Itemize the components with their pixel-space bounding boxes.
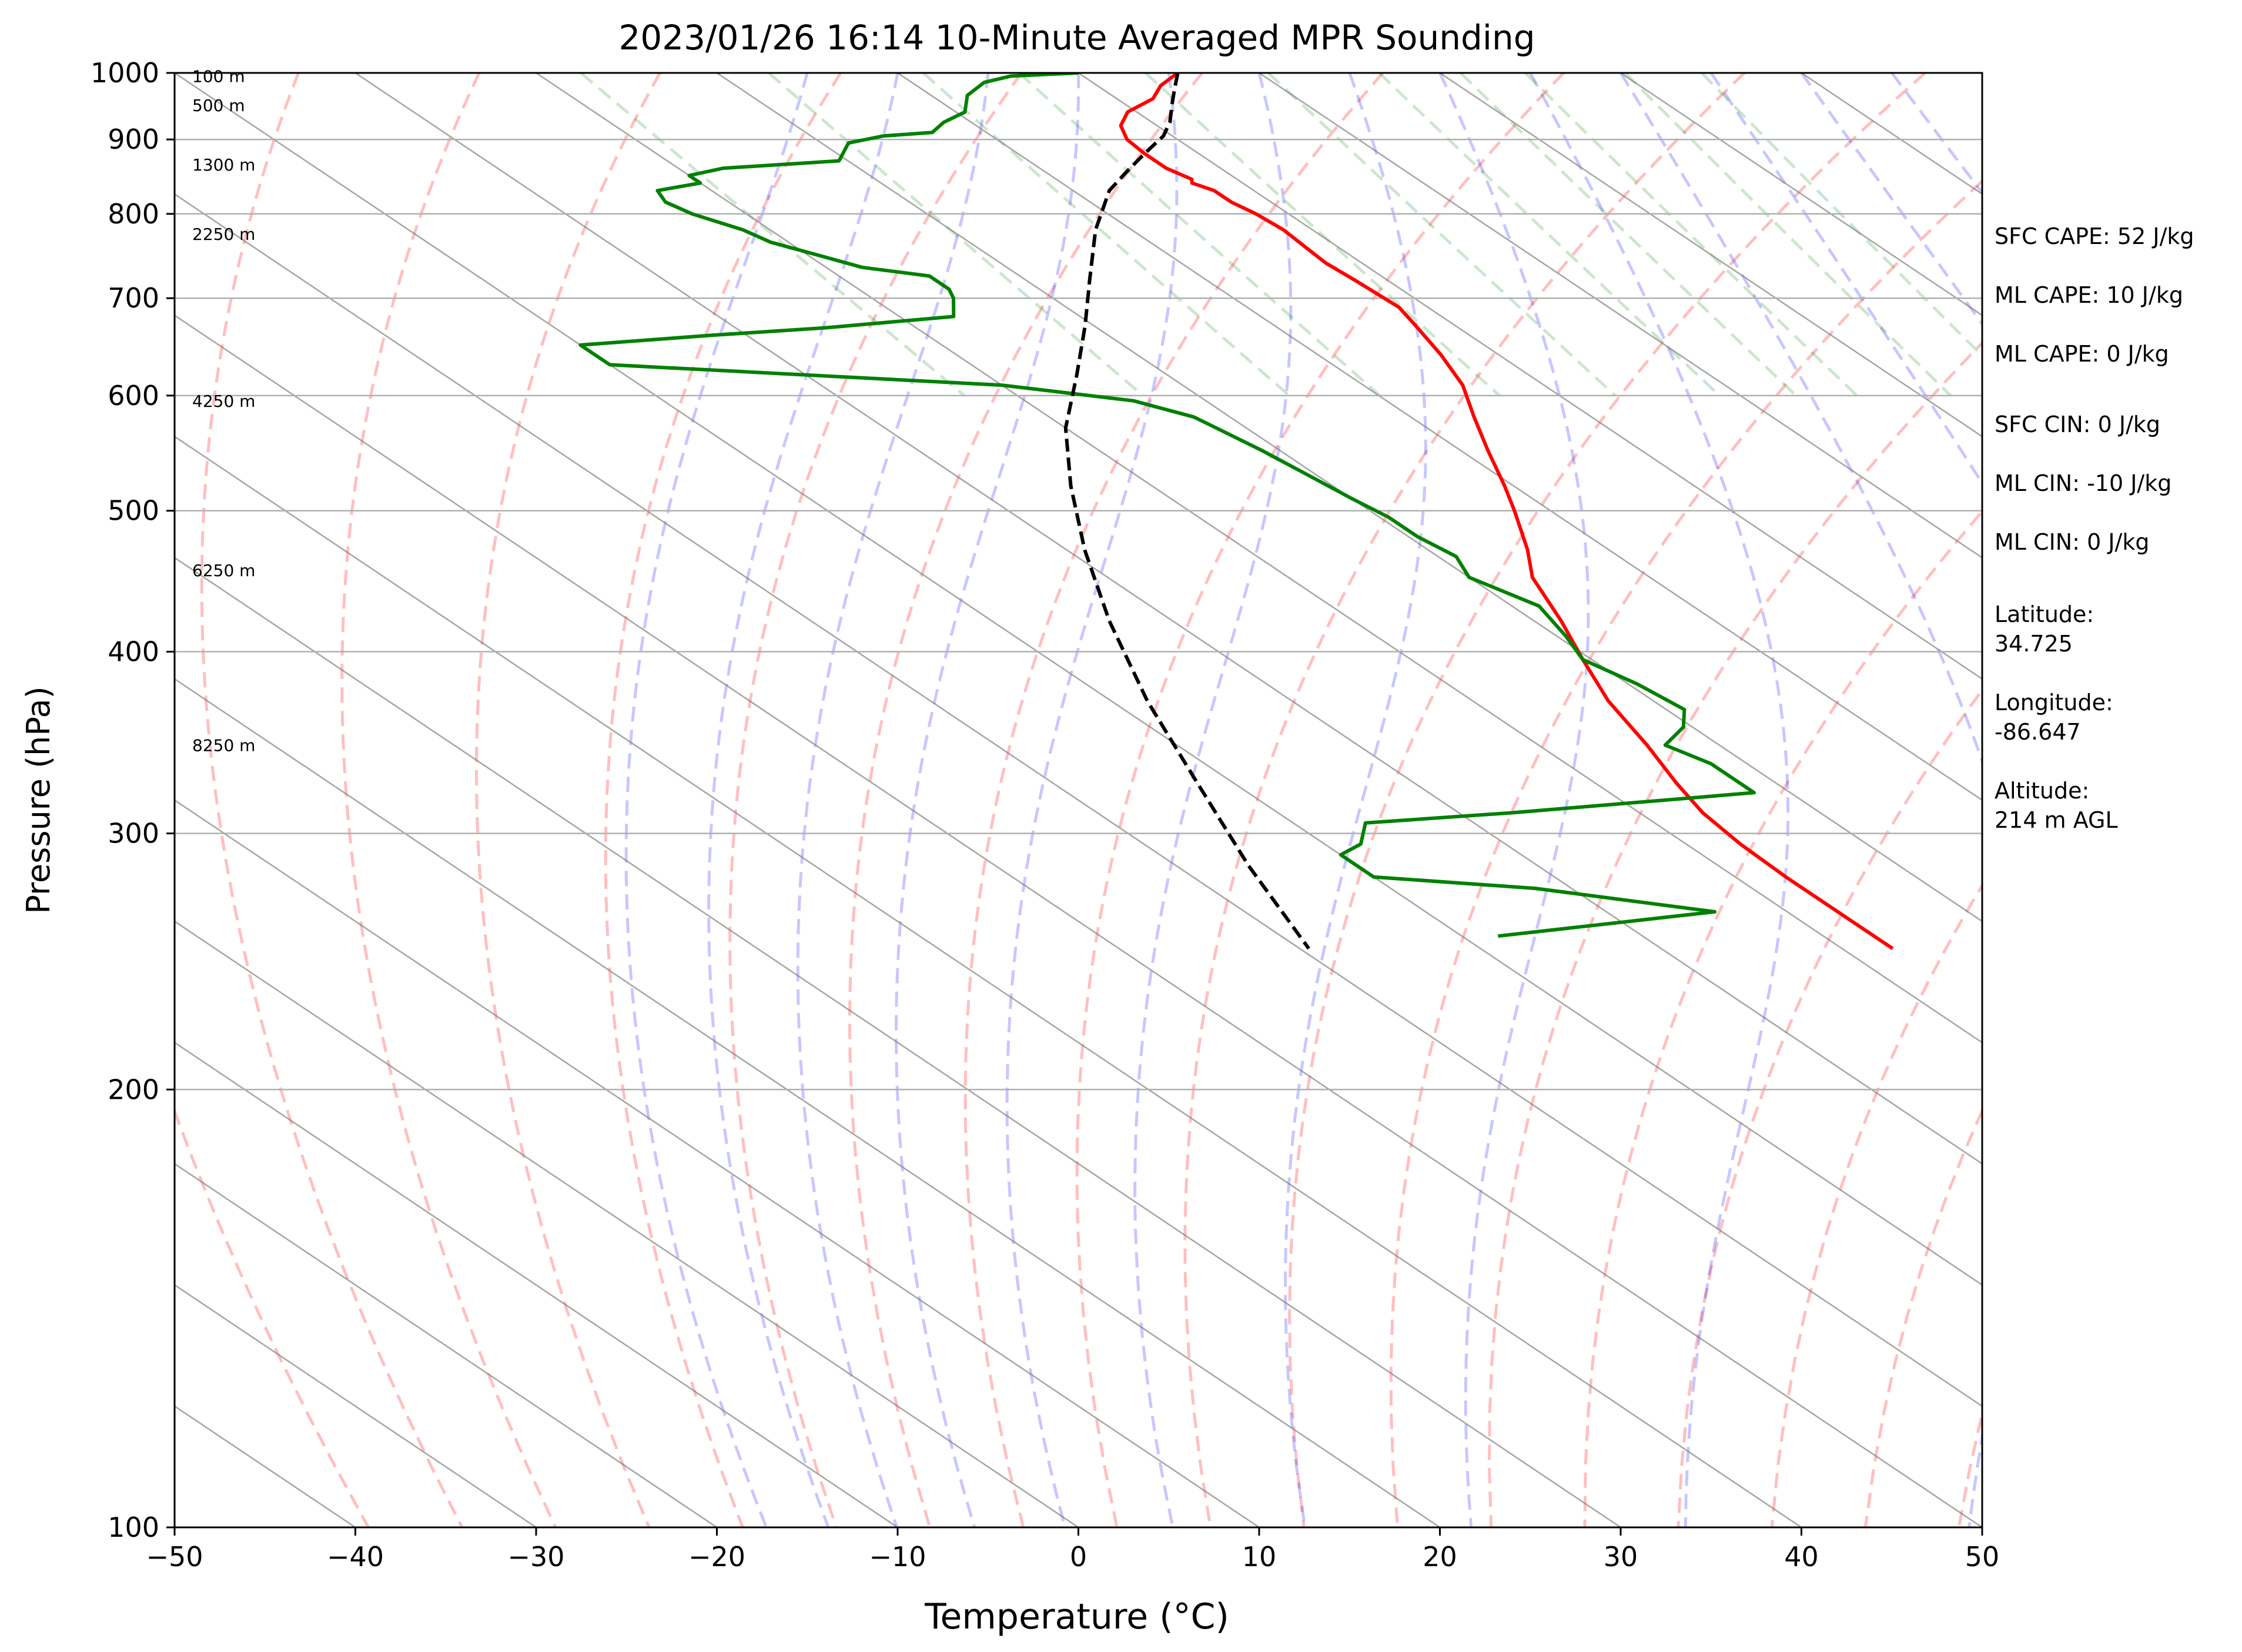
isotherm-line — [536, 73, 1982, 1044]
y-tick-label: 400 — [108, 636, 159, 668]
moist-adiabat-line — [1619, 73, 1982, 1527]
isotherm-line — [1078, 73, 1982, 680]
y-axis: 1000 900 800 700 600 500 400 300 200 100 — [91, 57, 175, 1543]
moist-adiabat-line — [1005, 73, 1179, 1527]
x-tick-label: −50 — [146, 1541, 203, 1573]
y-tick-label: 600 — [108, 380, 159, 412]
dry-adiabat-line — [340, 73, 557, 1527]
altitude-value: 214 m AGL — [1995, 807, 2118, 833]
dry-adiabat-line — [1487, 340, 1982, 1527]
x-tick-label: 0 — [1070, 1541, 1087, 1573]
height-label: 6250 m — [192, 561, 255, 580]
isotherm-line — [175, 557, 1621, 1527]
height-labels: 100 m 500 m 1300 m 2250 m 4250 m 6250 m 8250 m — [192, 66, 255, 755]
moist-adiabat-line — [1529, 73, 1790, 1527]
y-tick-label: 900 — [108, 123, 159, 155]
ml-cape-text-2: ML CAPE: 0 J/kg — [1995, 341, 2169, 367]
isotherm-line — [175, 193, 1982, 1407]
dry-adiabat-line — [1075, 73, 1565, 1527]
latitude-value: 34.725 — [1995, 631, 2073, 657]
mixing-ratio-line — [1018, 73, 1381, 397]
sfc-cin-text: SFC CIN: 0 J/kg — [1995, 412, 2160, 437]
y-tick-label: 700 — [108, 282, 159, 314]
ml-cin-text: ML CIN: -10 J/kg — [1995, 470, 2171, 496]
longitude-value: -86.647 — [1995, 719, 2081, 745]
ml-cape-text: ML CAPE: 10 J/kg — [1995, 282, 2183, 308]
isotherm-line — [175, 435, 1802, 1527]
dewpoint-profile-line — [578, 73, 1756, 938]
dry-adiabat-line — [474, 73, 661, 1527]
isotherm-line — [175, 1041, 898, 1527]
x-tick-label: −30 — [507, 1541, 564, 1573]
isotherm-line — [175, 73, 1982, 1286]
moist-adiabat-line — [796, 73, 990, 1527]
x-axis-label: Temperature (°C) — [924, 1596, 1229, 1637]
temperature-profile-line — [1119, 73, 1894, 950]
dry-adiabat-line — [963, 73, 1384, 1527]
height-label: 100 m — [192, 66, 245, 86]
isotherm-line — [175, 799, 1260, 1527]
moist-adiabat-line — [894, 73, 1080, 1527]
background-lines — [175, 73, 1982, 1527]
height-label: 2250 m — [192, 225, 255, 244]
isotherm-line — [354, 73, 1982, 1165]
ml-cin-text-2: ML CIN: 0 J/kg — [1995, 529, 2149, 555]
moist-adiabat-line — [707, 73, 899, 1527]
isotherm-line — [175, 1162, 718, 1527]
sfc-cape-text: SFC CAPE: 52 J/kg — [1995, 223, 2194, 249]
height-label: 4250 m — [192, 392, 255, 411]
moist-adiabat-line — [1800, 73, 1982, 327]
y-axis-label: Pressure (hPa) — [20, 686, 57, 914]
moist-adiabat-line — [1890, 73, 1982, 196]
y-tick-label: 500 — [108, 495, 159, 527]
moist-adiabat-line — [1709, 73, 1982, 486]
height-label: 1300 m — [192, 155, 255, 175]
y-tick-label: 200 — [108, 1074, 159, 1105]
isotherm-line — [716, 73, 1982, 922]
moist-adiabat-line — [624, 73, 809, 1527]
height-label: 500 m — [192, 96, 245, 115]
x-axis: −50 −40 −30 −20 −10 0 10 20 30 40 50 — [146, 1527, 1999, 1573]
dry-adiabat-line — [1288, 73, 1926, 1527]
y-tick-label: 800 — [108, 198, 159, 230]
latitude-label: Latitude: — [1995, 601, 2094, 627]
isotherm-line — [897, 73, 1982, 801]
dry-adiabat-line — [604, 73, 842, 1527]
moist-adiabat-line — [1284, 73, 1427, 1527]
isotherm-line — [175, 678, 1441, 1527]
mixing-ratio-line — [1145, 73, 1501, 397]
isotherm-line — [175, 920, 1079, 1527]
longitude-label: Longitude: — [1995, 690, 2113, 715]
dry-adiabat-line — [1583, 509, 1982, 1527]
y-tick-label: 300 — [108, 818, 159, 850]
x-tick-label: −20 — [688, 1541, 745, 1573]
x-tick-label: −40 — [327, 1541, 384, 1573]
dry-adiabat-line — [1770, 882, 1982, 1527]
sounding-traces — [578, 73, 1894, 950]
x-tick-label: 40 — [1784, 1541, 1819, 1573]
height-label: 8250 m — [192, 735, 255, 755]
x-tick-label: 50 — [1965, 1541, 2000, 1573]
dry-adiabat-line — [200, 73, 464, 1527]
moist-adiabat-line — [1133, 73, 1293, 1527]
x-tick-label: 30 — [1604, 1541, 1638, 1573]
x-tick-label: 20 — [1423, 1541, 1457, 1573]
isotherm-line — [1259, 73, 1982, 559]
chart-title: 2023/01/26 16:14 10-Minute Averaged MPR … — [618, 18, 1535, 58]
x-tick-label: −10 — [869, 1541, 926, 1573]
dry-adiabat-line — [728, 73, 1023, 1527]
altitude-label: Altitude: — [1995, 778, 2089, 804]
isotherm-line — [1439, 73, 1982, 438]
x-tick-label: 10 — [1242, 1541, 1277, 1573]
y-tick-label: 1000 — [91, 57, 159, 89]
dry-adiabat-line — [1183, 73, 1746, 1527]
parcel-profile-line — [1063, 73, 1310, 950]
sounding-annotations: SFC CAPE: 52 J/kg ML CAPE: 10 J/kg ML CA… — [1995, 223, 2194, 833]
moist-adiabat-line — [1438, 73, 1590, 1527]
y-tick-label: 100 — [108, 1511, 159, 1543]
isotherm-line — [175, 314, 1982, 1527]
